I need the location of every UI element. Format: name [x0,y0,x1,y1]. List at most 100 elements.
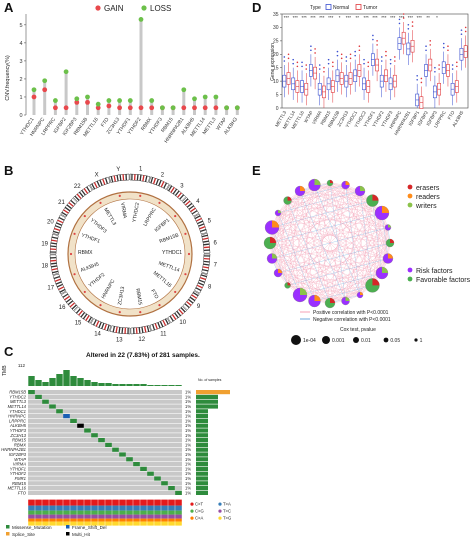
circos-chromosome-label: 11 [160,331,167,337]
oncoplot-titv-segment [105,499,112,506]
panel-a-gain-point [106,103,112,109]
network-edge-negative [372,200,383,274]
oncoplot-variant-legend-swatch [66,525,70,529]
panel-a-gain-point [117,105,122,111]
circos-ideogram-band [113,175,116,182]
panel-d-box-tumor-outlier [420,77,423,80]
circos-gene-point [158,303,161,307]
oncoplot-titv-segment [112,514,119,519]
network-edge-positive [345,184,391,244]
oncoplot-titv-segment [126,510,133,515]
oncoplot-titv-segment [77,521,84,526]
network-edge-positive [287,190,361,286]
circos-ideogram-band [195,217,202,222]
panel-d-box-normal-outlier [354,50,356,53]
network-edge-positive [277,200,288,274]
oncoplot-gene-label: RBM15 [12,481,27,486]
oncoplot-titv-segment [119,499,126,506]
panel-d-box-tumor-outlier [447,45,449,48]
network-edge-positive [287,242,391,286]
network-edge-positive [287,285,361,296]
panel-a-gain-point [181,105,187,111]
panel-d-ytick-label: 15 [273,66,279,72]
oncoplot-titv-legend-label: C>T [195,502,203,507]
circos-ideogram-band [202,266,209,269]
oncoplot-row-background [28,462,182,467]
oncoplot-titv-segment [35,518,42,522]
circos-ideogram-band [95,320,100,327]
network-node-role-wedge [314,294,321,301]
panel-d-box-normal-outlier [310,49,312,52]
panel-d-box-normal-outlier [345,56,348,58]
circos-ideogram-band [59,288,66,293]
circos-gene-point [83,214,86,218]
oncoplot-titv-segment [91,499,98,506]
network-edge-positive [271,258,373,286]
panel-d-box-tumor-outlier [332,65,334,68]
oncoplot-side-bar [196,438,208,443]
oncoplot-titv-segment [28,514,35,519]
panel-d-box-normal-outlier [442,42,445,45]
panel-d-ytick-label: 5 [276,92,279,98]
panel-d-significance: * [436,15,438,20]
circos-ideogram-band [52,270,59,274]
oncoplot-titv-segment [175,505,182,511]
network-edge-positive [329,182,373,286]
oncoplot-tmb-bar [49,378,56,386]
circos-ideogram-band [56,222,63,226]
circos-ideogram-band [154,323,158,330]
panel-a-legend-label: GAIN [104,4,124,13]
network-edge-positive [287,182,331,201]
network-edge-positive [269,200,288,244]
oncoplot-gene-pct: 1% [185,466,191,471]
panel-d-box-normal-outlier [416,79,418,81]
oncoplot-mutation-cell [56,409,63,414]
oncoplot-titv-segment [56,518,63,522]
circos-ideogram-band [170,186,175,193]
oncoplot-titv-segment [126,514,133,519]
oncoplot-titv-segment [105,521,112,526]
network-edge-positive [314,184,389,259]
panel-a-loss-point [31,87,37,93]
oncoplot-titv-segment [28,510,35,515]
oncoplot-titv-segment [98,510,105,515]
oncoplot-side-bar [196,481,208,486]
panel-d-box-tumor-outlier [394,60,396,62]
oncoplot-row-background [28,428,182,433]
panel-d-box-tumor-outlier [358,45,361,48]
circos-chromosome-label: 10 [179,320,186,326]
oncoplot-side-bar [196,423,208,428]
network-edge-positive [314,184,346,302]
oncoplot-titv-segment [112,510,119,515]
oncoplot-titv-segment [91,518,98,522]
panel-d-box-normal-outlier [389,62,392,65]
oncoplot-titv-segment [84,518,91,522]
oncoplot-mutation-cell [126,457,133,462]
panel-d-box-normal-outlier [451,64,454,66]
oncoplot-gene-pct: 1% [185,452,191,457]
circos-ideogram-band [96,180,101,187]
network-edge-positive [299,285,373,296]
network-legend-role-label: readers [416,194,440,201]
panel-a-gain-point [138,105,144,111]
oncoplot-row-background [28,438,182,443]
network-edge-positive [314,294,361,302]
network-edge-positive [329,182,373,201]
circos-ideogram-band [85,315,90,322]
circos-gene-point [184,232,187,235]
circos-ideogram-band [86,186,91,193]
network-edge-positive [269,184,315,244]
circos-gene-point [174,290,177,294]
circos-ideogram-band [179,194,185,200]
circos-ideogram-band [144,326,147,333]
panel-d-box-normal-outlier [292,62,294,65]
circos-chromosome-label: 8 [208,284,212,290]
panel-d-box-normal-outlier [389,58,392,61]
oncoplot-titv-segment [154,499,161,506]
network-edge-positive [271,184,315,228]
panel-d-box-tumor-outlier [394,56,396,58]
circos-ideogram-band [135,327,138,334]
panel-d-ytick-label: 10 [273,79,279,85]
oncoplot-titv-segment [42,499,49,506]
